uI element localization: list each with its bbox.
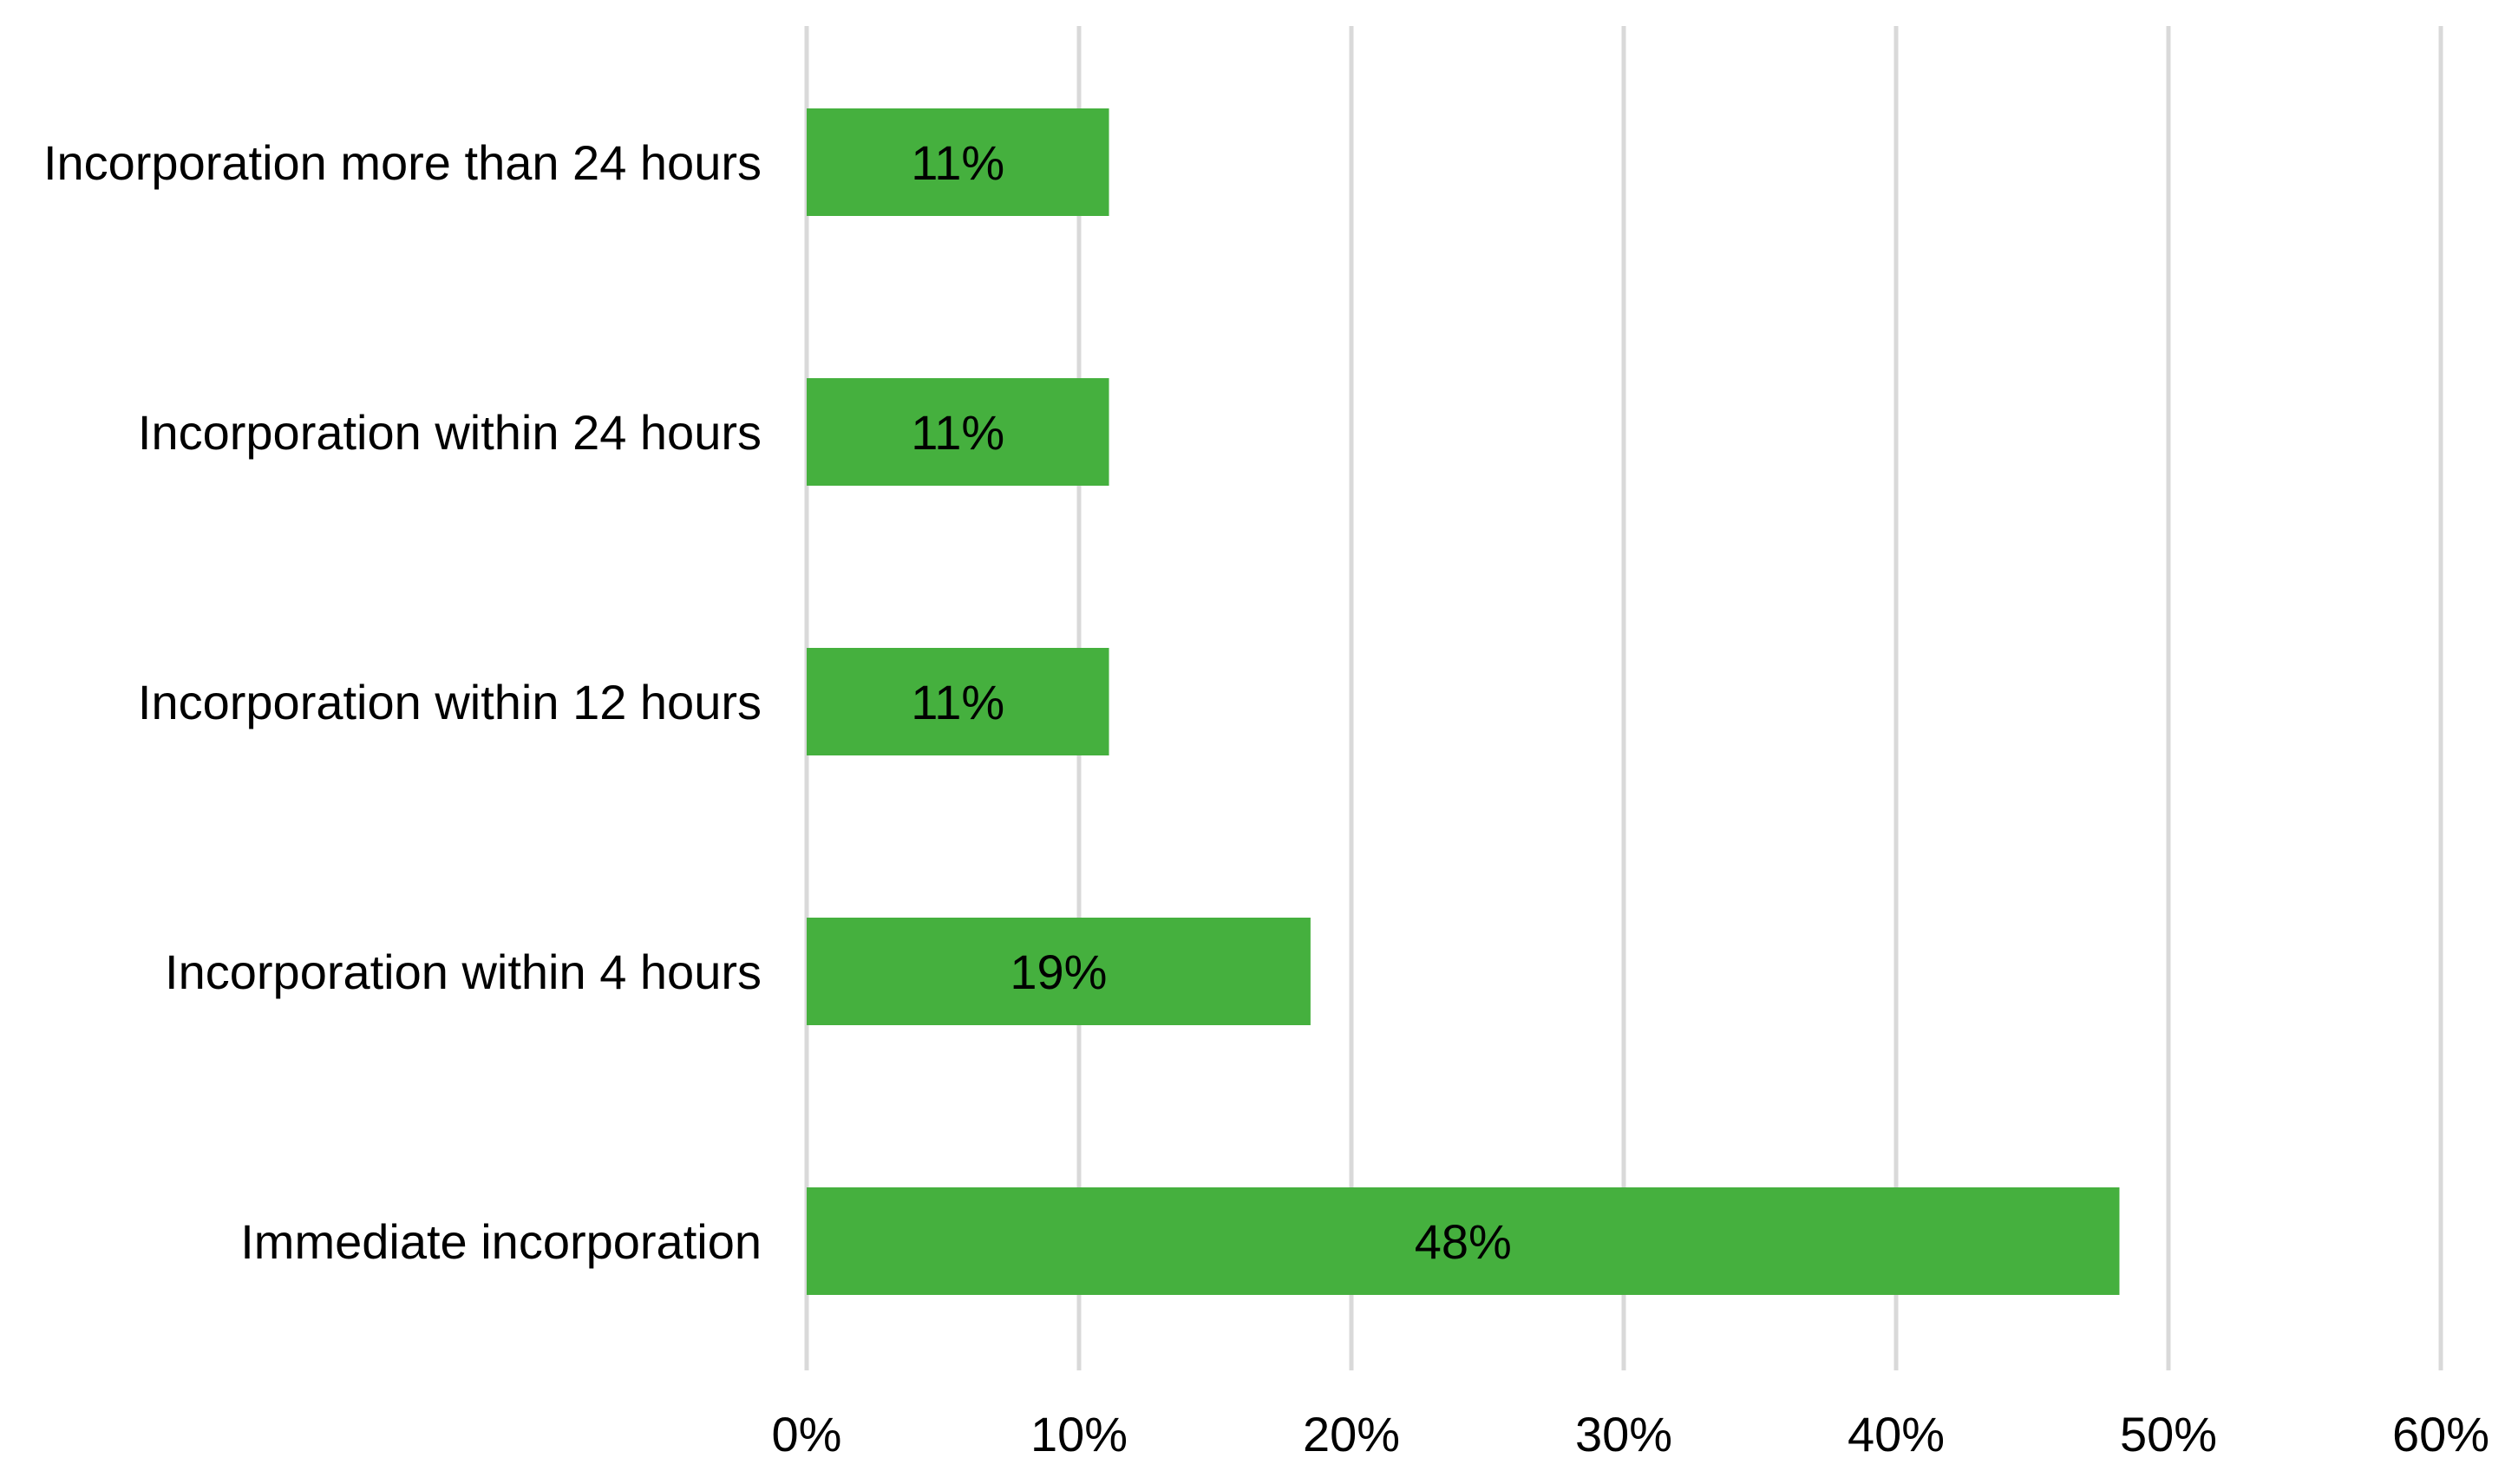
category-label: Incorporation within 24 hours bbox=[138, 405, 762, 460]
category-label: Immediate incorporation bbox=[240, 1214, 762, 1269]
gridlines bbox=[804, 26, 2443, 1370]
x-tick-label: 0% bbox=[772, 1407, 842, 1461]
x-axis-ticks: 0% 10% 20% 30% 40% 50% 60% bbox=[772, 1407, 2490, 1461]
bars: 11% 11% 11% 19% 48% bbox=[807, 108, 2120, 1295]
bar bbox=[807, 1187, 2120, 1295]
bar bbox=[807, 108, 1109, 216]
x-tick-label: 10% bbox=[1030, 1407, 1128, 1461]
category-label: Incorporation more than 24 hours bbox=[43, 135, 762, 190]
bar bbox=[807, 918, 1311, 1025]
data-label: 11% bbox=[911, 135, 1004, 190]
x-tick-label: 40% bbox=[1848, 1407, 1945, 1461]
category-label: Incorporation within 12 hours bbox=[138, 675, 762, 729]
x-tick-label: 20% bbox=[1303, 1407, 1400, 1461]
category-labels: Incorporation more than 24 hours Incorpor… bbox=[43, 135, 762, 1269]
bar bbox=[807, 378, 1109, 486]
data-label: 11% bbox=[911, 405, 1004, 460]
x-tick-label: 30% bbox=[1575, 1407, 1672, 1461]
data-label: 19% bbox=[1010, 945, 1107, 999]
x-tick-label: 50% bbox=[2120, 1407, 2217, 1461]
category-label: Incorporation within 4 hours bbox=[165, 945, 762, 999]
data-label: 11% bbox=[911, 675, 1004, 729]
bar bbox=[807, 648, 1109, 755]
x-tick-label: 60% bbox=[2392, 1407, 2489, 1461]
data-label: 48% bbox=[1415, 1214, 1512, 1269]
